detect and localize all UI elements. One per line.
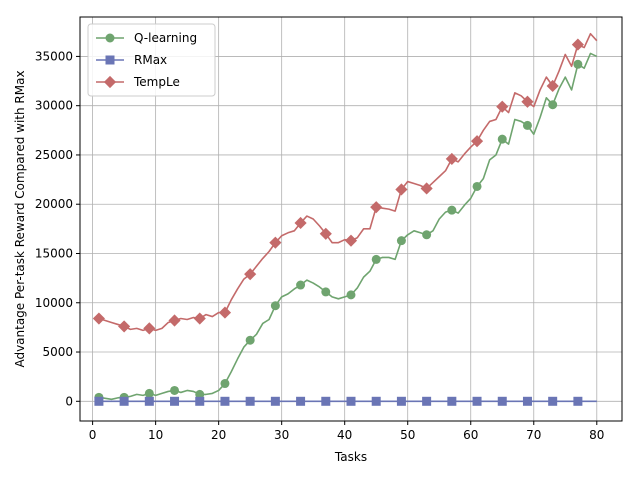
data-point bbox=[447, 396, 457, 406]
x-tick-label: 60 bbox=[463, 428, 478, 442]
legend-swatch-marker bbox=[105, 55, 115, 65]
data-point bbox=[371, 254, 381, 264]
legend-item: Q-learning bbox=[96, 31, 197, 45]
data-point bbox=[220, 396, 230, 406]
data-point bbox=[244, 268, 257, 281]
data-point bbox=[496, 100, 509, 113]
data-point bbox=[522, 120, 532, 130]
series-rmax bbox=[94, 396, 597, 406]
data-point bbox=[371, 396, 381, 406]
data-point bbox=[270, 301, 280, 311]
data-point bbox=[143, 322, 156, 335]
data-point bbox=[144, 396, 154, 406]
data-point bbox=[573, 396, 583, 406]
y-tick-label: 0 bbox=[65, 394, 73, 408]
y-tick-label: 25000 bbox=[35, 148, 73, 162]
data-point bbox=[170, 385, 180, 395]
x-axis-label: Tasks bbox=[334, 450, 367, 464]
series-q-learning bbox=[94, 52, 598, 402]
data-point bbox=[472, 181, 482, 191]
legend-swatch-marker bbox=[105, 33, 115, 43]
data-point bbox=[321, 396, 331, 406]
data-point bbox=[245, 396, 255, 406]
data-point bbox=[92, 312, 105, 325]
data-point bbox=[571, 38, 584, 51]
x-tick-label: 70 bbox=[526, 428, 541, 442]
x-tick-label: 80 bbox=[589, 428, 604, 442]
data-point bbox=[472, 396, 482, 406]
data-point bbox=[470, 135, 484, 148]
data-point bbox=[144, 388, 154, 398]
data-point bbox=[548, 396, 558, 406]
axis-ticks: 0 10 20 30 40 50 60 70 80 0 5000 10000 15000 20000 250… bbox=[35, 49, 605, 442]
y-tick-label: 15000 bbox=[35, 246, 73, 260]
data-point bbox=[118, 320, 131, 333]
data-point bbox=[497, 134, 507, 144]
y-tick-label: 5000 bbox=[42, 345, 73, 359]
legend: Q-learning RMax TempLe bbox=[87, 23, 216, 97]
data-point bbox=[573, 59, 583, 69]
data-point bbox=[445, 152, 458, 165]
data-point bbox=[346, 290, 356, 300]
data-point bbox=[94, 396, 104, 406]
data-point bbox=[321, 287, 331, 297]
data-point bbox=[344, 234, 358, 247]
data-point bbox=[245, 335, 255, 345]
legend-item: RMax bbox=[96, 53, 167, 67]
data-point bbox=[546, 79, 559, 93]
legend-box bbox=[87, 23, 216, 97]
data-point bbox=[195, 396, 205, 406]
legend-item: TempLe bbox=[96, 75, 180, 89]
legend-swatch-marker bbox=[103, 75, 117, 89]
x-tick-label: 40 bbox=[337, 428, 352, 442]
gridlines bbox=[80, 17, 622, 421]
y-tick-label: 20000 bbox=[35, 197, 73, 211]
data-point bbox=[396, 236, 406, 246]
x-tick-label: 10 bbox=[148, 428, 163, 442]
data-point bbox=[447, 205, 457, 215]
y-axis-label: Advantage Per-task Reward Compared with … bbox=[13, 70, 27, 367]
x-tick-label: 0 bbox=[89, 428, 97, 442]
data-point bbox=[422, 230, 432, 240]
data-point bbox=[422, 396, 432, 406]
data-point bbox=[548, 100, 558, 110]
data-point bbox=[270, 396, 280, 406]
data-point bbox=[170, 396, 180, 406]
y-tick-label: 30000 bbox=[35, 99, 73, 113]
data-point bbox=[168, 314, 181, 327]
data-point bbox=[346, 396, 356, 406]
legend-label: RMax bbox=[134, 53, 167, 67]
data-point bbox=[193, 312, 206, 325]
data-point bbox=[218, 306, 232, 319]
x-tick-label: 20 bbox=[211, 428, 226, 442]
data-point bbox=[522, 396, 532, 406]
x-tick-label: 30 bbox=[274, 428, 289, 442]
legend-label: Q-learning bbox=[134, 31, 197, 45]
series-temple bbox=[92, 32, 598, 335]
data-point bbox=[497, 396, 507, 406]
data-point bbox=[420, 182, 433, 195]
data-point bbox=[370, 201, 383, 214]
data-point bbox=[396, 396, 406, 406]
data-point bbox=[395, 183, 408, 196]
data-point bbox=[296, 280, 306, 290]
data-point bbox=[119, 396, 129, 406]
y-tick-label: 35000 bbox=[35, 49, 73, 63]
x-tick-label: 50 bbox=[400, 428, 415, 442]
data-point bbox=[294, 216, 307, 230]
y-tick-label: 10000 bbox=[35, 296, 73, 310]
plot-frame bbox=[79, 16, 623, 422]
data-point bbox=[220, 379, 230, 389]
plot-series bbox=[92, 32, 598, 406]
data-point bbox=[195, 389, 205, 399]
legend-label: TempLe bbox=[133, 75, 180, 89]
data-point bbox=[296, 396, 306, 406]
data-point bbox=[521, 95, 534, 108]
data-point bbox=[319, 227, 332, 240]
data-point bbox=[269, 236, 282, 249]
